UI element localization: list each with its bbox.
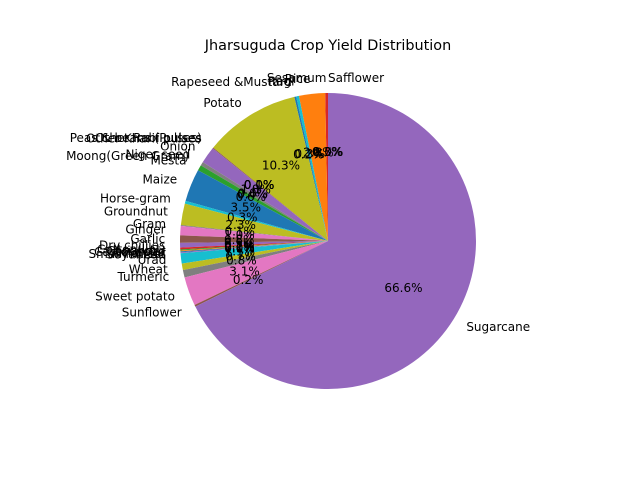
slice-label-groundnut: Groundnut bbox=[104, 205, 168, 219]
pie-slice-ragi bbox=[296, 95, 328, 242]
slice-percent-coriander: 0.1% bbox=[224, 239, 255, 253]
slice-label-maize: Maize bbox=[142, 173, 177, 187]
pie-slice-dry-chillies bbox=[180, 241, 328, 248]
slice-percent-dry-chillies: 0.5% bbox=[224, 237, 255, 251]
slice-label-ginger: Ginger bbox=[125, 223, 165, 237]
pie-slice-maize bbox=[185, 170, 328, 241]
pie-slice-sugarcane bbox=[195, 93, 477, 389]
slice-label-dry-chillies: Dry chillies bbox=[99, 239, 165, 253]
slice-percent-wheat: 0.7% bbox=[225, 250, 256, 264]
pie-slice-sunflower bbox=[194, 241, 328, 307]
slice-label-castor-seed: Castor seed bbox=[94, 245, 165, 259]
pie-slice-sesamum bbox=[325, 93, 328, 241]
pie-slice-cotton-lint bbox=[180, 241, 328, 250]
slice-label-wheat: Wheat bbox=[129, 262, 168, 276]
slice-percent-sweet-potato: 3.1% bbox=[229, 264, 260, 278]
slice-percent-other-rabi-pulses: 0.0% bbox=[244, 178, 275, 192]
slice-label-turmeric: Turmeric bbox=[116, 270, 169, 284]
slice-percent-mesta: 0.6% bbox=[236, 190, 267, 204]
slice-label-sunflower: Sunflower bbox=[122, 305, 182, 319]
slice-percent-other-kharif-pulses: 0.1% bbox=[244, 178, 275, 192]
slice-label-mesta: Mesta bbox=[150, 154, 186, 168]
pie-slice-moong-green-gram bbox=[200, 162, 328, 241]
pie-slice-horse-gram bbox=[184, 200, 328, 241]
slice-label-gram: Gram bbox=[133, 217, 166, 231]
slice-percent-small-millets: 0.1% bbox=[224, 241, 255, 255]
slice-percent-maize: 3.5% bbox=[230, 201, 261, 215]
slice-label-peas-beans-pulses: Peas & beans (Pulses) bbox=[70, 131, 202, 145]
pie-slice-coriander bbox=[180, 241, 328, 251]
slice-label-soyabean: Soyabean bbox=[106, 247, 165, 261]
slice-label-sweet-potato: Sweet potato bbox=[95, 290, 175, 304]
slice-label-potato: Potato bbox=[203, 96, 241, 110]
slice-percent-moong-green-gram: 0.4% bbox=[237, 188, 268, 202]
slice-percent-urad: 1.1% bbox=[225, 244, 256, 258]
pie-slice-potato bbox=[213, 96, 328, 242]
slice-percent-rapeseed-mustard: 0.2% bbox=[293, 147, 324, 161]
slice-label-sugarcane: Sugarcane bbox=[466, 320, 530, 334]
pie-slice-ginger bbox=[180, 225, 328, 241]
pie-slice-castor-seed bbox=[180, 241, 328, 252]
pie-percent-labels: 0.0%0.3%2.8%0.3%0.2%10.3%0.0%0.0%0.1%1.8… bbox=[224, 145, 423, 295]
pie-slices bbox=[179, 93, 477, 389]
chart-title: Jharsuguda Crop Yield Distribution bbox=[204, 38, 451, 54]
slice-percent-niger-seed: 0.0% bbox=[238, 187, 269, 201]
slice-percent-gram: 0.1% bbox=[224, 225, 255, 239]
slice-label-safflower: Safflower bbox=[328, 71, 384, 85]
slice-label-coriander: Coriander bbox=[107, 244, 166, 258]
pie-slice-other-kharif-pulses bbox=[212, 147, 328, 241]
slice-percent-garlic: 0.8% bbox=[224, 233, 255, 247]
slice-label-moong-green-gram: Moong(Green Gram) bbox=[66, 149, 189, 163]
slice-label-onion: Onion bbox=[160, 139, 195, 153]
slice-label-niger-seed: Niger seed bbox=[126, 147, 191, 161]
slice-label-arhar-tur: Arhar/Tur bbox=[111, 246, 166, 260]
pie-slice-wheat bbox=[181, 241, 328, 271]
slice-percent-horse-gram: 0.3% bbox=[227, 211, 258, 225]
slice-percent-turmeric: 0.8% bbox=[226, 254, 257, 268]
slice-label-small-millets: Small millets bbox=[89, 247, 166, 261]
slice-percent-safflower: 0.0% bbox=[313, 145, 344, 159]
slice-label-urad: Urad bbox=[138, 253, 167, 267]
slice-percent-ragi: 0.3% bbox=[294, 147, 325, 161]
slice-percent-sesamum: 0.3% bbox=[312, 145, 343, 159]
pie-slice-garlic bbox=[179, 235, 328, 243]
pie-slice-arhar-tur bbox=[180, 241, 328, 253]
slice-percent-arhar-tur: 0.1% bbox=[224, 241, 255, 255]
slice-percent-sugarcane: 66.6% bbox=[384, 281, 422, 295]
slice-label-ragi: Ragi bbox=[268, 75, 294, 89]
pie-slice-groundnut bbox=[180, 203, 328, 241]
pie-slice-mesta bbox=[197, 165, 328, 241]
slice-label-other-kharif-pulses: Other Kharif pulses bbox=[86, 132, 201, 146]
pie-slice-gram bbox=[180, 224, 328, 241]
slice-percent-onion: 1.8% bbox=[240, 182, 271, 196]
slice-label-horse-gram: Horse-gram bbox=[100, 191, 171, 205]
slice-percent-rice: 2.8% bbox=[303, 146, 334, 160]
slice-label-garlic: Garlic bbox=[130, 232, 165, 246]
slice-percent-ginger: 1.0% bbox=[224, 228, 255, 242]
pie-slice-onion bbox=[202, 148, 328, 241]
slice-label-cotton-lint: Cotton(lint) bbox=[97, 242, 165, 256]
slice-percent-groundnut: 2.3% bbox=[225, 218, 256, 232]
slice-percent-peas-beans-pulses: 0.0% bbox=[244, 178, 275, 192]
slice-label-sesamum: Sesamum bbox=[267, 71, 327, 85]
pie-slice-turmeric bbox=[182, 241, 328, 278]
slice-label-other-rabi-pulses: Other Rabi pulses bbox=[95, 131, 202, 145]
slice-label-rapeseed-mustard: Rapeseed &Mustard bbox=[171, 75, 292, 89]
slice-percent-soyabean: 0.0% bbox=[224, 241, 255, 255]
slice-percent-potato: 10.3% bbox=[262, 159, 300, 173]
pie-slice-rapeseed-mustard bbox=[294, 96, 328, 241]
slice-percent-castor-seed: 0.1% bbox=[224, 240, 255, 254]
slice-percent-cotton-lint: 0.2% bbox=[224, 239, 255, 253]
pie-slice-rice bbox=[298, 93, 328, 241]
slice-label-rice: Rice bbox=[285, 72, 311, 86]
slice-percent-sunflower: 0.2% bbox=[233, 273, 264, 287]
pie-slice-sweet-potato bbox=[184, 241, 328, 305]
pie-slice-small-millets bbox=[180, 241, 328, 254]
pie-slice-urad bbox=[180, 241, 328, 264]
